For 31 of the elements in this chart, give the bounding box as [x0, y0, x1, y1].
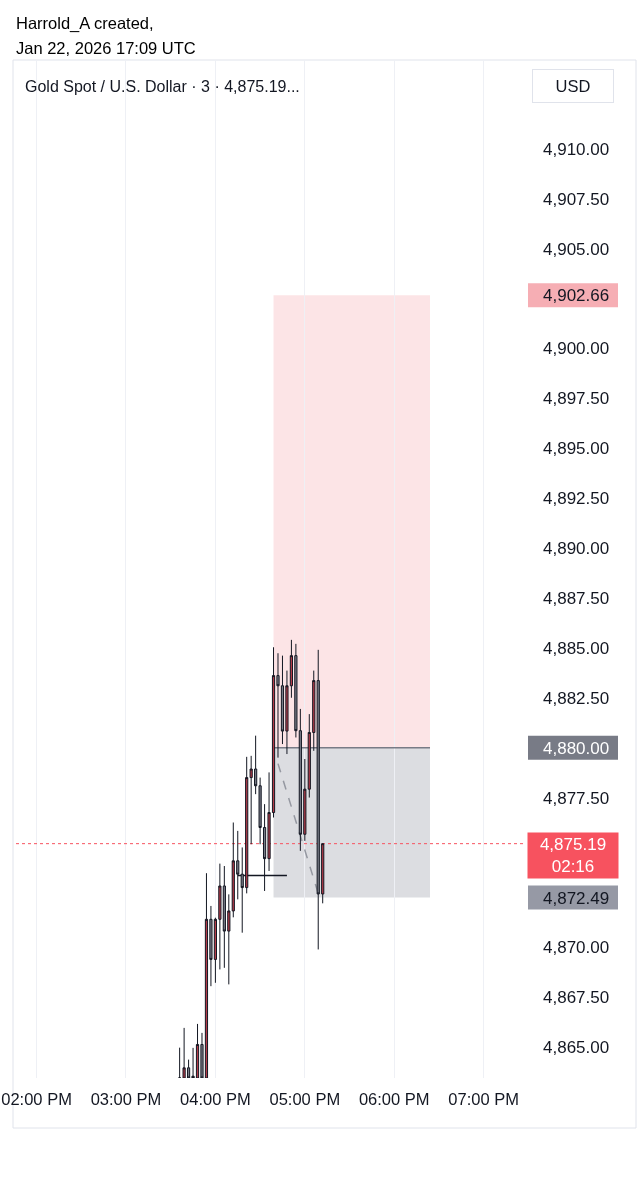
x-tick-label: 02:00 PM: [1, 1089, 72, 1108]
y-tick-label: 4,872.49: [543, 888, 610, 908]
x-tick-label: 03:00 PM: [90, 1089, 162, 1108]
y-tick-label: 4,890.00: [543, 538, 610, 558]
y-tick-label: 4,880.00: [543, 738, 610, 758]
ref-line-label: 4,875.19 02:16: [539, 835, 607, 877]
x-tick-label: 07:00 PM: [448, 1089, 519, 1108]
candlestick: [182, 1027, 186, 1078]
text: Harrold_A created, Jan 22, 2026 17:09 UTC: [16, 14, 196, 57]
x-tick-label: 05:00 PM: [269, 1089, 341, 1108]
y-tick-label: 4,905.00: [543, 239, 610, 259]
y-tick-label: 4,887.50: [543, 588, 610, 608]
y-tick-label: 4,907.50: [543, 189, 610, 209]
y-axis-title: USD: [555, 77, 591, 95]
y-tick-label: 4,910.00: [543, 139, 610, 159]
y-tick-label: 4,867.50: [543, 988, 610, 1008]
y-tick-label: 4,885.00: [543, 638, 610, 658]
y-tick-label: 4,902.66: [543, 286, 610, 306]
x-tick-label: 04:00 PM: [180, 1089, 251, 1108]
y-tick-label: 4,900.00: [543, 339, 610, 359]
text: Gold Spot / U.S. Dollar · 3 · 4,875.19...: [25, 77, 300, 95]
y-tick-label: 4,865.00: [543, 1038, 610, 1058]
y-tick-label: 4,895.00: [543, 439, 610, 459]
y-tick-label: 4,892.50: [543, 489, 610, 509]
x-tick-label: 06:00 PM: [358, 1089, 430, 1108]
y-tick-label: 4,870.00: [543, 938, 610, 958]
y-tick-label: 4,882.50: [543, 688, 610, 708]
candlestick: [195, 1023, 200, 1078]
y-tick-label: 4,877.50: [543, 788, 610, 808]
y-tick-label: 4,897.50: [543, 389, 610, 409]
candlestick: [204, 872, 209, 1078]
